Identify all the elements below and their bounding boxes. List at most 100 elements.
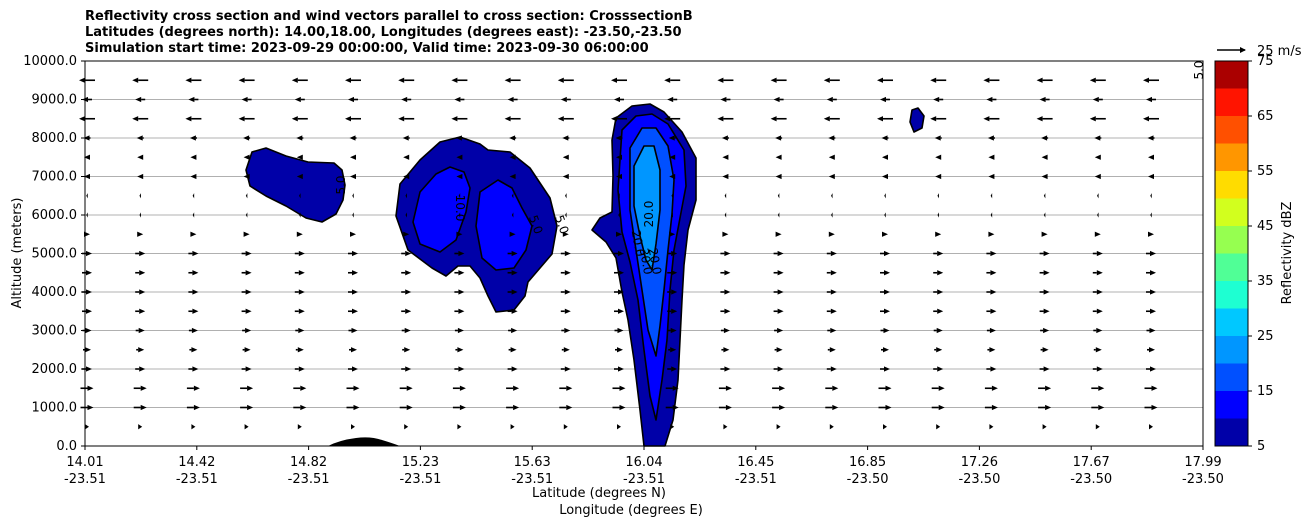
- wind-vector: [454, 270, 465, 276]
- wind-vector: [243, 231, 250, 237]
- x-tick-label-lon: -23.51: [176, 472, 218, 487]
- wind-vector: [82, 270, 92, 276]
- wind-vector: [84, 154, 90, 160]
- colorbar-segment: [1215, 253, 1248, 281]
- wind-vector: [401, 270, 412, 276]
- wind-vector: [1093, 347, 1102, 353]
- x-tick-label-lon: -23.51: [735, 472, 777, 487]
- contour-label: 20.0: [646, 247, 664, 276]
- wind-vector: [720, 308, 731, 314]
- wind-vector: [458, 193, 461, 199]
- wind-vector: [1043, 193, 1046, 199]
- wind-vector: [884, 212, 886, 218]
- echo-10dbz-region-b2: [475, 179, 533, 271]
- wind-vector: [616, 231, 622, 237]
- wind-vector: [614, 366, 624, 372]
- wind-vector: [188, 308, 199, 314]
- wind-vector: [614, 250, 624, 257]
- wind-vector: [667, 308, 678, 314]
- wind-vector: [509, 173, 516, 180]
- wind-vector: [831, 193, 833, 199]
- contour-label: 5.0: [1192, 60, 1206, 79]
- wind-vector: [508, 347, 517, 353]
- wind-vector: [188, 327, 198, 334]
- wind-vector: [352, 193, 354, 199]
- wind-vector: [349, 347, 357, 353]
- wind-vector: [348, 270, 358, 276]
- x-tick-label-lat: 17.67: [1073, 455, 1110, 470]
- wind-vector: [772, 385, 786, 391]
- x-axis-label-latitude: Latitude (degrees N): [532, 486, 666, 501]
- wind-vector: [350, 231, 356, 237]
- wind-vector: [615, 347, 623, 353]
- wind-vector: [562, 135, 570, 141]
- wind-vector: [990, 212, 993, 218]
- wind-vector: [987, 347, 996, 353]
- wind-vector: [401, 366, 412, 372]
- wind-vector: [1097, 193, 1099, 199]
- wind-vector: [773, 270, 784, 276]
- wind-vector: [1038, 404, 1052, 411]
- wind-vector: [933, 366, 944, 372]
- wind-vector: [80, 385, 94, 391]
- wind-vector: [825, 404, 839, 411]
- wind-vector: [988, 173, 995, 180]
- wind-vector: [1148, 231, 1154, 237]
- wind-vector: [826, 270, 837, 276]
- wind-vector: [720, 366, 731, 372]
- wind-vector: [139, 193, 141, 199]
- colorbar-tick-label: 65: [1257, 109, 1274, 124]
- wind-vector: [1039, 366, 1050, 372]
- wind-vector: [722, 173, 729, 180]
- wind-vector: [1144, 404, 1158, 411]
- wind-vector: [983, 77, 1000, 83]
- wind-vector: [615, 135, 623, 141]
- wind-vector: [238, 116, 255, 122]
- wind-vector: [294, 366, 305, 372]
- wind-vector: [561, 327, 571, 334]
- wind-vector: [454, 308, 465, 314]
- wind-vector: [665, 404, 679, 411]
- wind-vector: [454, 250, 465, 257]
- wind-vector: [1039, 96, 1050, 103]
- wind-vector: [828, 135, 836, 141]
- wind-vector: [667, 289, 678, 295]
- wind-vector: [350, 154, 356, 160]
- wind-vector: [720, 250, 731, 257]
- x-tick-label-lon: -23.50: [958, 472, 1000, 487]
- wind-vector: [1146, 327, 1156, 334]
- wind-vector: [618, 212, 620, 218]
- wind-vector: [1092, 289, 1103, 295]
- colorbar-segment: [1215, 61, 1248, 89]
- wind-vector: [775, 135, 783, 141]
- wind-vector: [294, 289, 305, 295]
- wind-vector: [560, 250, 571, 257]
- wind-vector: [773, 289, 784, 295]
- wind-vector: [880, 327, 890, 334]
- colorbar-segment: [1215, 171, 1248, 199]
- wind-vector: [1147, 347, 1155, 353]
- wind-vector: [884, 193, 886, 199]
- wind-vector: [403, 173, 410, 180]
- wind-vector: [1040, 347, 1049, 353]
- wind-vector: [930, 77, 947, 83]
- echo-10dbz-region-b1: [412, 166, 471, 253]
- wind-vector: [138, 424, 143, 430]
- wind-vector: [720, 96, 731, 103]
- wind-vector: [241, 366, 252, 372]
- wind-vector: [295, 347, 304, 353]
- wind-vector: [190, 231, 197, 237]
- colorbar-segment: [1215, 281, 1248, 309]
- y-axis: 0.0 1000.0 2000.0 3000.0 4000.0 5000.0 6000.0 7…: [23, 54, 85, 454]
- wind-vector: [773, 96, 784, 103]
- wind-vector: [1043, 212, 1046, 218]
- wind-vector: [135, 308, 146, 314]
- wind-vector: [136, 347, 145, 353]
- wind-vector: [560, 366, 571, 372]
- wind-vector: [293, 385, 307, 391]
- wind-vector: [186, 404, 200, 411]
- y-tick-label: 6000.0: [32, 208, 78, 223]
- terrain: [328, 437, 400, 446]
- wind-vector: [823, 77, 840, 83]
- x-tick-label-lon: -23.51: [288, 472, 330, 487]
